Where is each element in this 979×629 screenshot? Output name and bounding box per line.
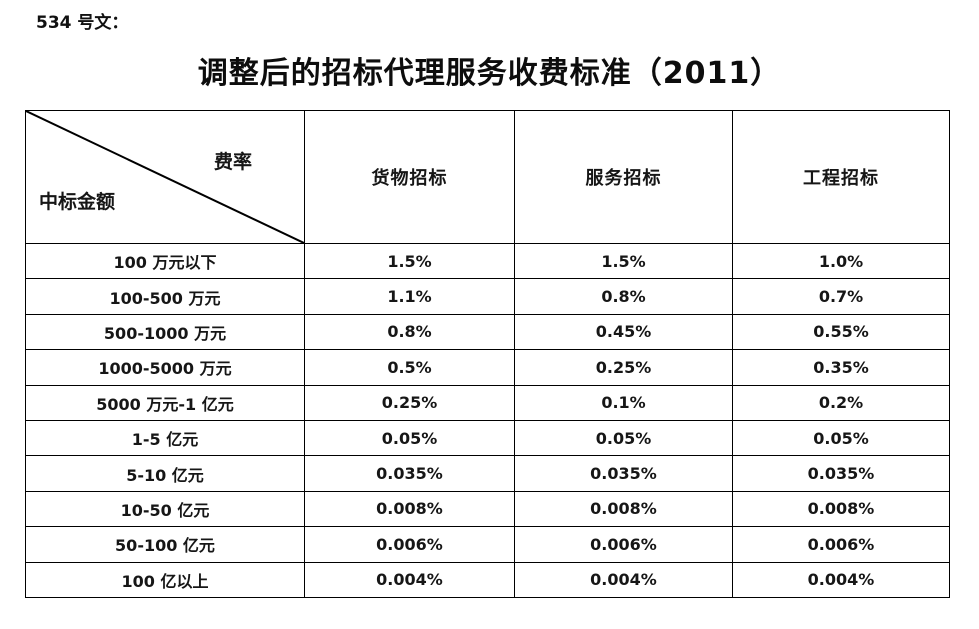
table-row: 10-50 亿元 0.008% 0.008% 0.008% [25, 490, 950, 528]
rate-cell: 0.004% [304, 561, 515, 598]
rate-cell: 0.55% [732, 313, 950, 351]
diagonal-line [26, 111, 304, 243]
rate-cell: 0.5% [304, 349, 515, 386]
row-label: 50-100 亿元 [25, 526, 305, 563]
table-row: 1-5 亿元 0.05% 0.05% 0.05% [25, 419, 950, 457]
rate-cell: 0.008% [732, 490, 950, 528]
rate-cell: 0.1% [514, 384, 733, 421]
table-row: 500-1000 万元 0.8% 0.45% 0.55% [25, 313, 950, 351]
rate-cell: 0.05% [304, 419, 515, 457]
corner-cell: 费率 中标金额 [25, 110, 305, 244]
row-label: 100-500 万元 [25, 278, 305, 315]
rate-cell: 0.006% [304, 526, 515, 563]
row-label: 5-10 亿元 [25, 455, 305, 492]
rate-cell: 0.004% [514, 561, 733, 598]
rate-cell: 0.008% [514, 490, 733, 528]
rate-cell: 0.25% [304, 384, 515, 421]
table-row: 5-10 亿元 0.035% 0.035% 0.035% [25, 455, 950, 492]
rate-cell: 0.006% [514, 526, 733, 563]
column-header: 货物招标 [304, 110, 515, 244]
table-row: 100 万元以下 1.5% 1.5% 1.0% [25, 242, 950, 280]
rate-cell: 0.8% [304, 313, 515, 351]
rate-cell: 0.004% [732, 561, 950, 598]
row-label: 500-1000 万元 [25, 313, 305, 351]
rate-cell: 0.035% [304, 455, 515, 492]
row-label: 10-50 亿元 [25, 490, 305, 528]
table-row: 50-100 亿元 0.006% 0.006% 0.006% [25, 526, 950, 563]
table-row: 5000 万元-1 亿元 0.25% 0.1% 0.2% [25, 384, 950, 421]
rate-cell: 0.035% [732, 455, 950, 492]
rate-cell: 0.05% [514, 419, 733, 457]
column-header: 服务招标 [514, 110, 733, 244]
row-label: 1-5 亿元 [25, 419, 305, 457]
rate-cell: 1.5% [514, 242, 733, 280]
rate-cell: 0.35% [732, 349, 950, 386]
rate-cell: 1.1% [304, 278, 515, 315]
table-row: 100 亿以上 0.004% 0.004% 0.004% [25, 561, 950, 598]
row-label: 100 万元以下 [25, 242, 305, 280]
row-label: 5000 万元-1 亿元 [25, 384, 305, 421]
rate-cell: 0.7% [732, 278, 950, 315]
rate-cell: 0.2% [732, 384, 950, 421]
rate-cell: 1.0% [732, 242, 950, 280]
rate-cell: 0.25% [514, 349, 733, 386]
header-row: 费率 中标金额 货物招标 服务招标 工程招标 [25, 110, 950, 244]
rate-cell: 0.05% [732, 419, 950, 457]
corner-label-rate: 费率 [213, 151, 252, 173]
doc-ref-label: 534 号文： [36, 13, 129, 33]
rate-cell: 0.008% [304, 490, 515, 528]
rate-cell: 1.5% [304, 242, 515, 280]
row-label: 1000-5000 万元 [25, 349, 305, 386]
rate-cell: 0.45% [514, 313, 733, 351]
rate-cell: 0.8% [514, 278, 733, 315]
fee-rate-table: 费率 中标金额 货物招标 服务招标 工程招标 100 万元以下 1.5% 1.5% 1.0… [25, 110, 950, 598]
rate-cell: 0.006% [732, 526, 950, 563]
page-title: 调整后的招标代理服务收费标准（2011） [197, 56, 782, 91]
corner-label-amount: 中标金额 [39, 191, 116, 213]
rate-cell: 0.035% [514, 455, 733, 492]
column-header: 工程招标 [732, 110, 950, 244]
table-row: 100-500 万元 1.1% 0.8% 0.7% [25, 278, 950, 315]
table-row: 1000-5000 万元 0.5% 0.25% 0.35% [25, 349, 950, 386]
table-body: 100 万元以下 1.5% 1.5% 1.0% 100-500 万元 1.1% 0.8% 0.… [25, 242, 950, 598]
row-label: 100 亿以上 [25, 561, 305, 598]
